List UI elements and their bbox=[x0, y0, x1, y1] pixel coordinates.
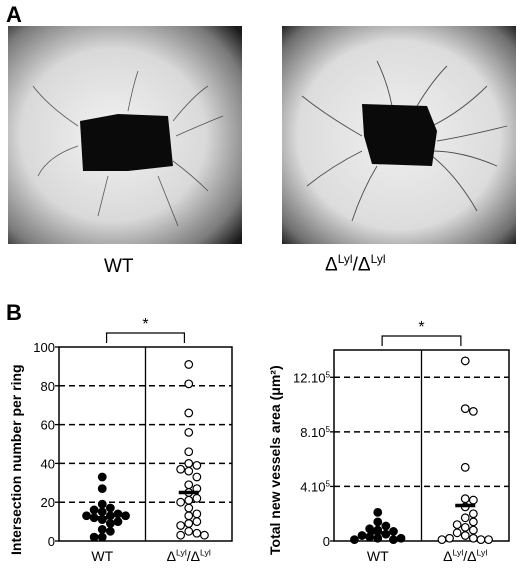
chart1-ytick-label: 20 bbox=[41, 495, 55, 510]
chart2-point bbox=[470, 518, 478, 526]
chart2-ytick-label: 12.105 bbox=[293, 370, 331, 385]
chart1-point bbox=[98, 485, 106, 493]
chart2-point bbox=[461, 357, 469, 365]
chart2-point bbox=[461, 524, 469, 532]
chart1-point bbox=[98, 508, 106, 516]
chart2-point bbox=[453, 529, 461, 537]
chart1-point bbox=[98, 526, 106, 534]
chart2-point bbox=[461, 514, 469, 522]
chart1-point bbox=[193, 495, 201, 503]
chart1-point bbox=[185, 467, 193, 475]
chart1-point bbox=[90, 533, 98, 541]
chart2-point bbox=[461, 405, 469, 413]
chart2-point bbox=[446, 534, 454, 542]
chart2-category-label: WT bbox=[367, 548, 389, 564]
chart1-point bbox=[193, 510, 201, 518]
chart1-category-label: WT bbox=[91, 548, 113, 564]
chart2-point bbox=[453, 521, 461, 529]
chart2-point bbox=[470, 526, 478, 534]
chart2-point bbox=[461, 464, 469, 472]
chart1-point bbox=[193, 529, 201, 537]
chart1-point bbox=[98, 473, 106, 481]
chart1-point bbox=[185, 528, 193, 536]
chart2-point bbox=[382, 522, 390, 530]
chart2-point bbox=[374, 534, 382, 542]
chart1-point bbox=[122, 512, 130, 520]
chart1-point bbox=[185, 429, 193, 437]
chart2-point bbox=[374, 518, 382, 526]
chart1-point bbox=[107, 504, 115, 512]
chart1-point bbox=[98, 533, 106, 541]
chart2-point bbox=[351, 536, 359, 544]
chart1-point bbox=[193, 462, 201, 470]
chart2-point bbox=[397, 534, 405, 542]
chart1-point bbox=[83, 512, 91, 520]
chart2-point bbox=[485, 536, 493, 544]
chart1-point bbox=[185, 361, 193, 369]
chart1-point bbox=[201, 531, 209, 539]
chart1-ytick-label: 40 bbox=[41, 456, 55, 471]
chart1-point bbox=[107, 520, 115, 528]
chart1-point bbox=[114, 518, 122, 526]
chart2-significance-bracket bbox=[382, 336, 461, 346]
chart1-point bbox=[193, 518, 201, 526]
chart2-point bbox=[477, 536, 485, 544]
chart2-point bbox=[390, 528, 398, 536]
chart1-point bbox=[185, 512, 193, 520]
chart2-point bbox=[390, 536, 398, 544]
chart2-category-label: ΔLyl/ΔLyl bbox=[443, 548, 487, 564]
chart1-point bbox=[90, 506, 98, 514]
chart1-point bbox=[185, 520, 193, 528]
chart1-point bbox=[185, 460, 193, 468]
chart2-point bbox=[374, 509, 382, 517]
chart1-point bbox=[177, 498, 185, 506]
chart2-point bbox=[470, 510, 478, 518]
chart2-ytick-label: 8.105 bbox=[300, 425, 330, 440]
chart2-point bbox=[358, 532, 366, 540]
chart1-point bbox=[185, 409, 193, 417]
chart1-point bbox=[114, 510, 122, 518]
chart1-point bbox=[185, 448, 193, 456]
chart2-point bbox=[461, 532, 469, 540]
chart1-point bbox=[185, 380, 193, 388]
chart2-point bbox=[438, 536, 446, 544]
chart1-point bbox=[185, 481, 193, 489]
chart1-point bbox=[193, 473, 201, 481]
chart1-point bbox=[177, 465, 185, 473]
chart2-point bbox=[470, 496, 478, 504]
chart1-significance-bracket bbox=[107, 333, 185, 343]
chart1-category-label: ΔLyl/ΔLyl bbox=[167, 548, 211, 564]
chart1-ytick-label: 100 bbox=[33, 340, 55, 355]
chart2-significance-star: * bbox=[418, 319, 424, 336]
chart1-ytick-label: 0 bbox=[48, 534, 55, 549]
chart1-ytick-label: 80 bbox=[41, 379, 55, 394]
chart1-ytick-label: 60 bbox=[41, 418, 55, 433]
chart1-significance-star: * bbox=[142, 316, 148, 333]
chart1-point bbox=[98, 500, 106, 508]
chart1-point bbox=[107, 528, 115, 536]
chart1-point bbox=[177, 531, 185, 539]
chart2-point bbox=[470, 534, 478, 542]
chart1-point bbox=[177, 522, 185, 530]
chart2-ytick-label: 0 bbox=[323, 534, 330, 549]
chart1-point bbox=[185, 496, 193, 504]
chart1-point bbox=[185, 504, 193, 512]
chart2-point bbox=[470, 408, 478, 416]
chart2-ytick-label: 4.105 bbox=[300, 479, 330, 494]
chart2-point bbox=[461, 495, 469, 503]
